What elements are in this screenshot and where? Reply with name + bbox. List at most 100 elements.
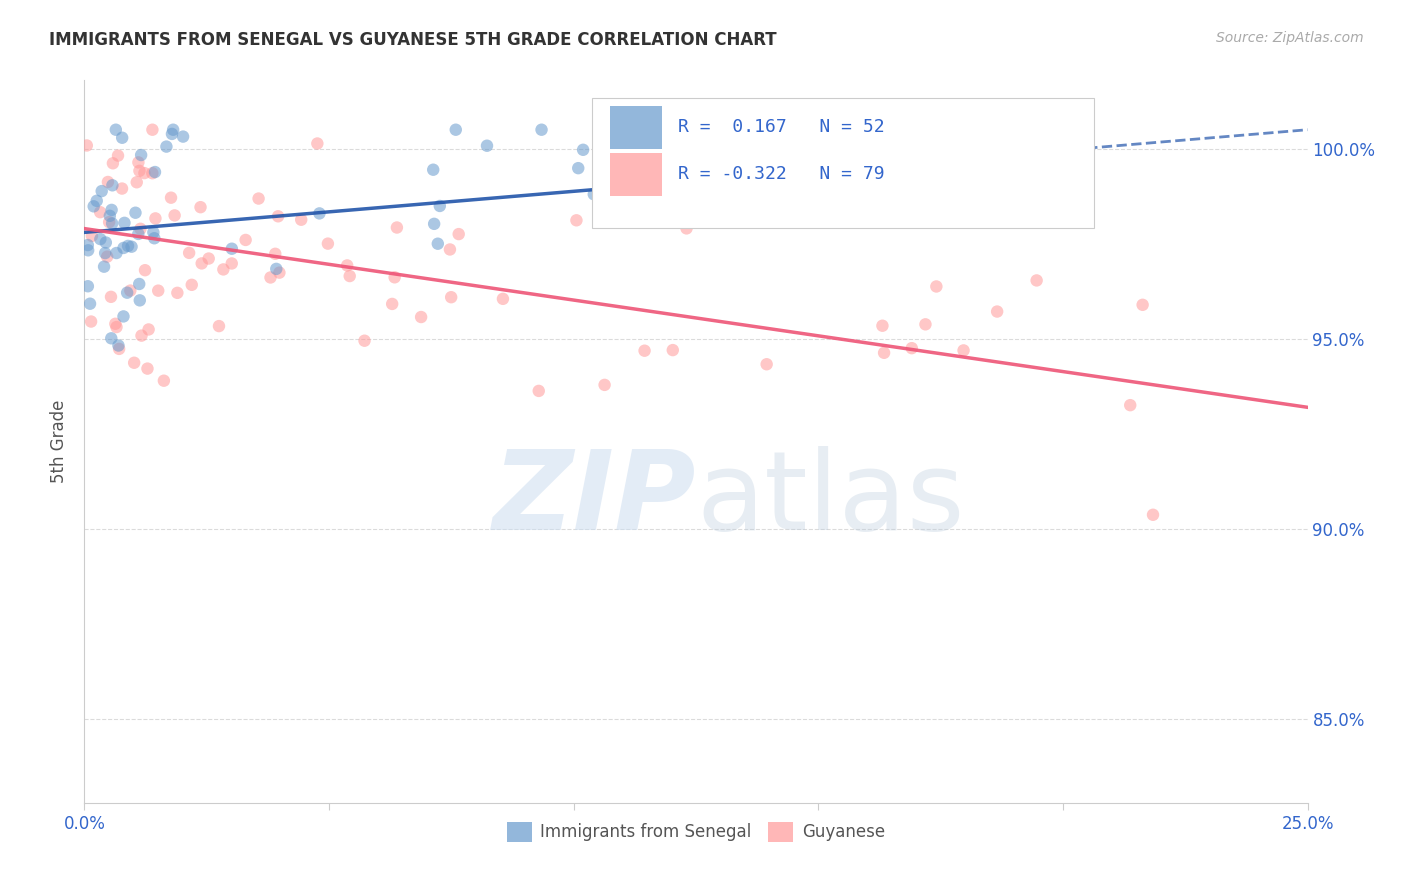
Point bbox=[197, 252, 219, 266]
Point bbox=[100, 202, 122, 217]
Point bbox=[120, 284, 142, 298]
Point bbox=[582, 187, 605, 202]
Point bbox=[179, 245, 201, 260]
FancyBboxPatch shape bbox=[610, 153, 662, 195]
Point bbox=[100, 331, 122, 345]
Point bbox=[148, 284, 170, 298]
Point bbox=[101, 178, 124, 193]
Point bbox=[353, 334, 375, 348]
Point bbox=[160, 127, 183, 141]
Point bbox=[107, 338, 129, 352]
Point bbox=[141, 166, 163, 180]
Point bbox=[143, 231, 166, 245]
Point bbox=[117, 239, 139, 253]
Text: R =  0.167   N = 52: R = 0.167 N = 52 bbox=[678, 119, 884, 136]
Point bbox=[290, 212, 312, 227]
Point bbox=[235, 233, 257, 247]
Point bbox=[1132, 298, 1154, 312]
Point bbox=[105, 246, 128, 260]
Point bbox=[76, 238, 98, 252]
Point bbox=[107, 148, 129, 162]
Point bbox=[101, 156, 124, 170]
Point bbox=[925, 279, 948, 293]
Point bbox=[98, 215, 121, 229]
Point bbox=[112, 241, 135, 255]
Point bbox=[76, 138, 98, 153]
Point bbox=[160, 191, 183, 205]
Point bbox=[166, 285, 188, 300]
Legend: Immigrants from Senegal, Guyanese: Immigrants from Senegal, Guyanese bbox=[501, 815, 891, 848]
Point bbox=[128, 293, 150, 308]
Point bbox=[664, 135, 686, 149]
Point bbox=[89, 232, 111, 246]
Point bbox=[94, 246, 117, 260]
Text: ZIP: ZIP bbox=[492, 446, 696, 553]
Point bbox=[873, 346, 896, 360]
Point bbox=[267, 209, 290, 223]
Point bbox=[266, 261, 288, 276]
Point bbox=[316, 236, 339, 251]
Point bbox=[155, 139, 177, 153]
Point bbox=[269, 266, 291, 280]
Point bbox=[129, 222, 152, 236]
Point bbox=[129, 148, 152, 162]
Point bbox=[307, 136, 329, 151]
Point bbox=[127, 227, 149, 241]
Point bbox=[755, 357, 778, 371]
Point bbox=[492, 292, 515, 306]
Point bbox=[429, 199, 451, 213]
Point bbox=[143, 165, 166, 179]
Point bbox=[80, 314, 103, 328]
Point bbox=[259, 270, 281, 285]
Point bbox=[633, 343, 655, 358]
Point bbox=[384, 270, 406, 285]
Point bbox=[83, 199, 105, 213]
Point bbox=[339, 268, 361, 283]
Point bbox=[121, 240, 143, 254]
Text: IMMIGRANTS FROM SENEGAL VS GUYANESE 5TH GRADE CORRELATION CHART: IMMIGRANTS FROM SENEGAL VS GUYANESE 5TH … bbox=[49, 31, 778, 49]
Point bbox=[914, 318, 936, 332]
Point bbox=[114, 216, 136, 230]
Point bbox=[381, 297, 404, 311]
Point bbox=[593, 377, 616, 392]
Point bbox=[134, 166, 156, 180]
Point bbox=[112, 310, 135, 324]
Point bbox=[128, 277, 150, 291]
Point bbox=[77, 244, 100, 258]
Point bbox=[96, 250, 118, 264]
Point bbox=[264, 247, 287, 261]
Point bbox=[1119, 398, 1142, 412]
Point bbox=[190, 200, 212, 214]
Point bbox=[104, 122, 127, 136]
Point bbox=[105, 320, 128, 334]
Point bbox=[190, 256, 212, 270]
Point bbox=[444, 122, 467, 136]
Point bbox=[142, 225, 165, 239]
Point bbox=[138, 322, 160, 336]
Point bbox=[141, 122, 163, 136]
Point bbox=[100, 290, 122, 304]
Point bbox=[125, 175, 148, 189]
Point bbox=[115, 285, 138, 300]
Point bbox=[180, 277, 202, 292]
Point bbox=[308, 206, 330, 220]
Point bbox=[1025, 273, 1047, 287]
Point bbox=[411, 310, 433, 324]
Point bbox=[89, 205, 111, 219]
FancyBboxPatch shape bbox=[610, 106, 662, 149]
Text: Source: ZipAtlas.com: Source: ZipAtlas.com bbox=[1216, 31, 1364, 45]
Point bbox=[122, 356, 145, 370]
Point bbox=[111, 130, 134, 145]
Point bbox=[101, 217, 124, 231]
Point bbox=[567, 161, 589, 176]
Point bbox=[93, 260, 115, 274]
Point bbox=[440, 290, 463, 304]
Point bbox=[104, 317, 127, 331]
Point bbox=[572, 143, 595, 157]
FancyBboxPatch shape bbox=[592, 98, 1094, 228]
Point bbox=[221, 242, 243, 256]
Point bbox=[153, 374, 176, 388]
Point bbox=[423, 217, 446, 231]
Point bbox=[565, 213, 588, 227]
Point bbox=[128, 164, 150, 178]
